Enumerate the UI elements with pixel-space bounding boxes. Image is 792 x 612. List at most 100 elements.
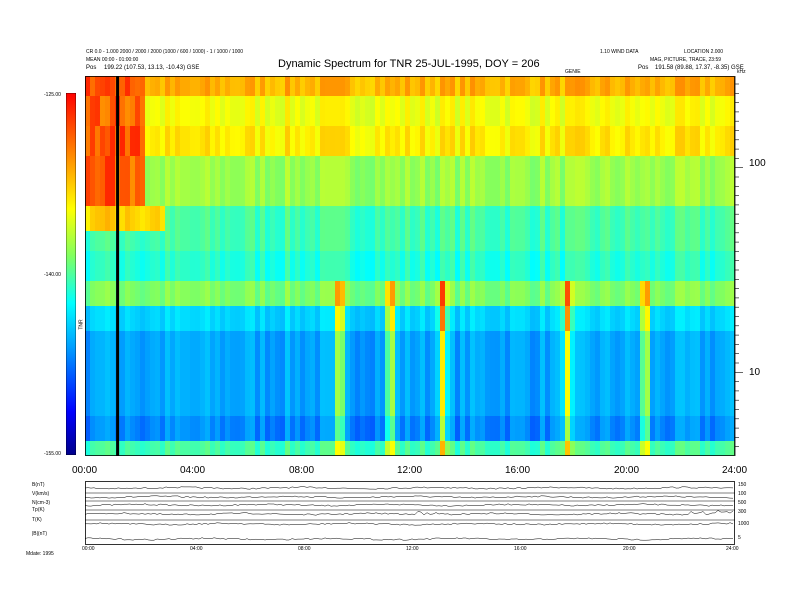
spectrogram-column xyxy=(320,76,326,456)
spectrogram-column xyxy=(160,76,166,456)
spectrogram-column xyxy=(660,76,666,456)
lower-panel-plots xyxy=(85,481,735,545)
footer-left: Mdate: 1995 xyxy=(26,551,54,557)
spectrogram-column xyxy=(150,76,156,456)
chart-title: Dynamic Spectrum for TNR 25-JUL-1995, DO… xyxy=(278,58,540,70)
spectrogram-column xyxy=(625,76,631,456)
spectrogram-column xyxy=(310,76,316,456)
spectrogram-column xyxy=(590,76,596,456)
spectrogram-column xyxy=(555,76,561,456)
spectrogram-column xyxy=(325,76,331,456)
lower-x-tick-1600: 16:00 xyxy=(514,546,527,552)
spectrogram-column xyxy=(215,76,221,456)
spectrogram-column xyxy=(695,76,701,456)
spectrogram-column xyxy=(725,76,731,456)
spectrogram-column xyxy=(390,76,396,456)
spectrogram-column xyxy=(680,76,686,456)
spectrogram-column xyxy=(420,76,426,456)
spectrogram-column xyxy=(510,76,516,456)
header-line3-right: MAG, PICTURE, TRACE, 23:59 xyxy=(650,57,722,63)
lower-right-label-5: 1000 xyxy=(738,521,750,527)
spectrogram-column xyxy=(600,76,606,456)
spectrogram-column xyxy=(475,76,481,456)
spectrogram-column xyxy=(505,76,511,456)
spectrogram-column xyxy=(255,76,261,456)
spectrogram-column xyxy=(670,76,676,456)
spectrogram-column xyxy=(480,76,486,456)
spectrogram-column xyxy=(250,76,256,456)
lower-left-label-4: Tp(K) xyxy=(32,507,45,513)
spectrogram-column xyxy=(305,76,311,456)
spectrogram-column xyxy=(105,76,111,456)
lower-left-label-6: |B|(nT) xyxy=(32,531,48,537)
lower-left-label-1: B(nT) xyxy=(32,482,45,488)
header-line2-left: MEAN 00:00 - 01:00:00 xyxy=(86,57,139,63)
lower-left-label-3: N(cm-3) xyxy=(32,500,51,506)
spectrogram-column xyxy=(405,76,411,456)
spectrogram-column xyxy=(515,76,521,456)
header-pos-right-value: 191.58 (89.88, 17.37, -8.35) GSE xyxy=(655,65,744,71)
spectrogram-column xyxy=(710,76,716,456)
spectrogram-column xyxy=(90,76,96,456)
spectrogram-column xyxy=(385,76,391,456)
spectrogram-column xyxy=(495,76,501,456)
lower-left-label-5: T(K) xyxy=(32,517,42,523)
lower-panel-trace xyxy=(85,503,734,507)
header-line1-left: CR 0.0 - 1.000 2000 / 2000 / 2000 (1000 … xyxy=(86,49,244,55)
spectrogram-column xyxy=(135,76,141,456)
spectrogram-column xyxy=(665,76,671,456)
spectrogram-column xyxy=(720,76,726,456)
spectrogram-column xyxy=(370,76,376,456)
spectrogram-column xyxy=(400,76,406,456)
spectrogram-column xyxy=(575,76,581,456)
spectrogram-column xyxy=(425,76,431,456)
colorbar-tick-mid: -140.00 xyxy=(44,272,61,278)
y-tick-100: 100 xyxy=(749,158,766,169)
spectrogram-column xyxy=(175,76,181,456)
colorbar-tick-bottom: -155.00 xyxy=(44,451,61,457)
spectrogram-column xyxy=(195,76,201,456)
khz-unit-label: kHz xyxy=(737,69,746,75)
lower-x-tick-0400: 04:00 xyxy=(190,546,203,552)
spectrogram-column xyxy=(265,76,271,456)
header-marker: GENIE xyxy=(565,69,581,75)
spectrogram-column xyxy=(355,76,361,456)
spectrogram-column xyxy=(650,76,656,456)
spectrogram-column xyxy=(470,76,476,456)
spectrogram-column xyxy=(700,76,706,456)
spectrogram-column xyxy=(580,76,586,456)
x-tick-1200: 12:00 xyxy=(397,465,423,476)
spectrogram-column xyxy=(715,76,721,456)
x-tick-0800: 08:00 xyxy=(289,465,315,476)
spectrogram-column xyxy=(155,76,161,456)
spectrogram-column xyxy=(410,76,416,456)
spectrogram-column xyxy=(225,76,231,456)
spectrogram-column xyxy=(295,76,301,456)
right-axis xyxy=(735,76,743,456)
lower-right-label-6: 5 xyxy=(738,535,741,541)
header-pos-left-value: 199.22 (107.53, 13.13, -10.43) GSE xyxy=(104,65,200,71)
spectrogram-column xyxy=(530,76,536,456)
spectrogram xyxy=(85,76,735,456)
spectrogram-frame xyxy=(85,76,735,456)
spectrogram-column xyxy=(240,76,246,456)
spectrogram-column xyxy=(210,76,216,456)
header-pos-right-label: Pos xyxy=(638,65,649,71)
spectrogram-column xyxy=(190,76,196,456)
data-gap-line xyxy=(116,76,120,456)
spectrogram-column xyxy=(85,76,91,456)
lower-panel-trace xyxy=(85,486,734,490)
lower-right-label-4: 300 xyxy=(738,509,747,515)
spectrogram-column xyxy=(235,76,241,456)
colorbar-label: TNR xyxy=(78,319,85,330)
spectrogram-column xyxy=(285,76,291,456)
spectrogram-column xyxy=(635,76,641,456)
spectrogram-column xyxy=(620,76,626,456)
lower-x-tick-0000: 00:00 xyxy=(82,546,95,552)
spectrogram-column xyxy=(395,76,401,456)
spectrogram-column xyxy=(500,76,506,456)
spectrogram-column xyxy=(615,76,621,456)
spectrogram-column xyxy=(275,76,281,456)
header-pos-left-label: Pos xyxy=(86,65,97,71)
